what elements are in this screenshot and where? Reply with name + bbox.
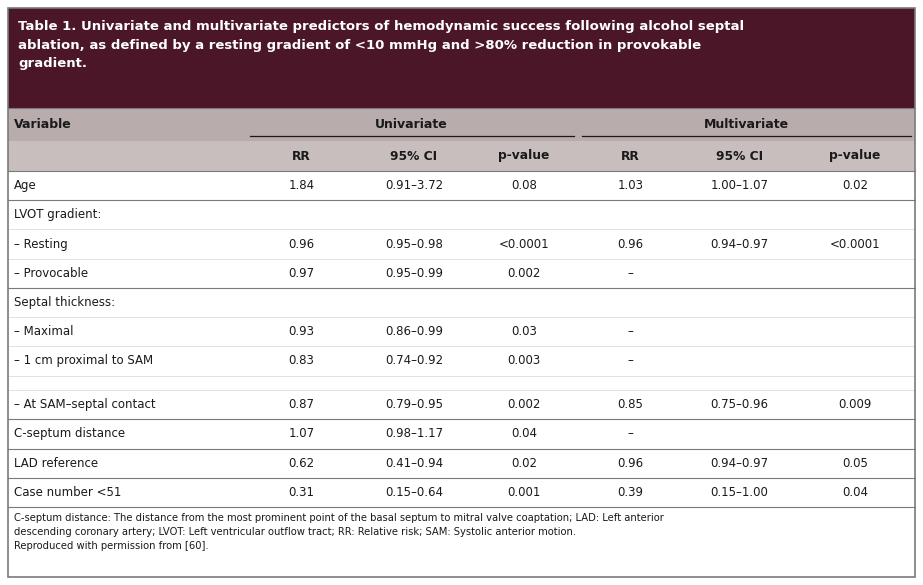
Text: – Maximal: – Maximal [14, 325, 74, 338]
Text: 0.62: 0.62 [288, 457, 315, 470]
Bar [8, 376, 915, 390]
Text: 95% CI: 95% CI [390, 150, 438, 163]
Text: 0.85: 0.85 [617, 398, 643, 411]
Text: 0.98–1.17: 0.98–1.17 [385, 428, 443, 441]
Text: Age: Age [14, 179, 37, 192]
Text: 0.05: 0.05 [842, 457, 868, 470]
Bar [8, 317, 915, 346]
Text: p-value: p-value [830, 150, 881, 163]
Text: –: – [628, 325, 633, 338]
Text: –: – [628, 355, 633, 367]
Text: 0.96: 0.96 [288, 238, 315, 250]
Text: 0.96: 0.96 [617, 457, 643, 470]
Text: <0.0001: <0.0001 [830, 238, 881, 250]
Text: 95% CI: 95% CI [716, 150, 763, 163]
Bar [8, 346, 915, 376]
Text: 1.00–1.07: 1.00–1.07 [711, 179, 769, 192]
Text: Septal thickness:: Septal thickness: [14, 296, 115, 309]
Text: C-septum distance: C-septum distance [14, 428, 126, 441]
Text: 1.03: 1.03 [617, 179, 643, 192]
Text: Variable: Variable [14, 118, 72, 131]
Bar [8, 288, 915, 317]
Text: 0.04: 0.04 [511, 428, 537, 441]
Text: 0.95–0.98: 0.95–0.98 [385, 238, 443, 250]
Text: 0.15–1.00: 0.15–1.00 [711, 486, 769, 499]
Text: 0.002: 0.002 [508, 398, 541, 411]
Text: – Provocable: – Provocable [14, 267, 88, 280]
Text: 0.31: 0.31 [288, 486, 315, 499]
Text: 0.87: 0.87 [288, 398, 315, 411]
Text: 0.15–0.64: 0.15–0.64 [385, 486, 443, 499]
Text: 0.91–3.72: 0.91–3.72 [385, 179, 443, 192]
Text: LVOT gradient:: LVOT gradient: [14, 208, 102, 221]
Text: p-value: p-value [498, 150, 550, 163]
Text: 0.02: 0.02 [511, 457, 537, 470]
Text: –: – [628, 267, 633, 280]
Text: 0.97: 0.97 [288, 267, 315, 280]
Bar [8, 108, 915, 141]
Bar [8, 229, 915, 259]
Text: 0.03: 0.03 [511, 325, 537, 338]
Bar [8, 8, 915, 108]
Text: 0.04: 0.04 [842, 486, 869, 499]
Text: Multivariate: Multivariate [703, 118, 789, 131]
Text: 0.002: 0.002 [508, 267, 541, 280]
Text: 0.95–0.99: 0.95–0.99 [385, 267, 443, 280]
Text: Case number <51: Case number <51 [14, 486, 122, 499]
Text: 0.86–0.99: 0.86–0.99 [385, 325, 443, 338]
Text: LAD reference: LAD reference [14, 457, 98, 470]
Text: – At SAM–septal contact: – At SAM–septal contact [14, 398, 156, 411]
Text: Table 1. Univariate and multivariate predictors of hemodynamic success following: Table 1. Univariate and multivariate pre… [18, 20, 744, 70]
Bar [8, 200, 915, 229]
Text: 0.003: 0.003 [508, 355, 541, 367]
Text: 0.08: 0.08 [511, 179, 537, 192]
Text: 0.75–0.96: 0.75–0.96 [711, 398, 769, 411]
Text: 0.93: 0.93 [288, 325, 315, 338]
Bar [8, 478, 915, 507]
Text: – 1 cm proximal to SAM: – 1 cm proximal to SAM [14, 355, 153, 367]
Text: 0.001: 0.001 [508, 486, 541, 499]
Bar [8, 449, 915, 478]
Text: 0.94–0.97: 0.94–0.97 [711, 457, 769, 470]
Text: 0.009: 0.009 [838, 398, 872, 411]
Text: RR: RR [621, 150, 640, 163]
Bar [8, 171, 915, 200]
Text: 1.84: 1.84 [288, 179, 315, 192]
Text: 0.79–0.95: 0.79–0.95 [385, 398, 443, 411]
Text: 0.41–0.94: 0.41–0.94 [385, 457, 443, 470]
Text: 0.02: 0.02 [842, 179, 869, 192]
Text: 1.07: 1.07 [288, 428, 315, 441]
Text: 0.83: 0.83 [289, 355, 315, 367]
Bar [8, 390, 915, 419]
Text: Univariate: Univariate [376, 118, 448, 131]
Text: 0.96: 0.96 [617, 238, 643, 250]
Text: RR: RR [292, 150, 311, 163]
Text: 0.74–0.92: 0.74–0.92 [385, 355, 443, 367]
Text: 0.94–0.97: 0.94–0.97 [711, 238, 769, 250]
Text: – Resting: – Resting [14, 238, 67, 250]
Bar [8, 141, 915, 171]
Text: <0.0001: <0.0001 [498, 238, 549, 250]
Bar [8, 259, 915, 288]
Text: –: – [628, 428, 633, 441]
Text: C-septum distance: The distance from the most prominent point of the basal septu: C-septum distance: The distance from the… [14, 513, 664, 551]
Bar [8, 419, 915, 449]
Text: 0.39: 0.39 [617, 486, 643, 499]
